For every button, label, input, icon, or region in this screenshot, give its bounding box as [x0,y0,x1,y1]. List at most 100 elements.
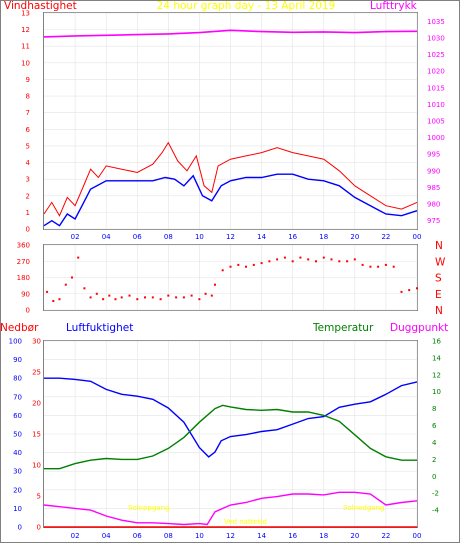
direction-point [204,292,207,295]
direction-point [252,263,255,266]
direction-point [144,296,146,299]
wind-tick-label: 11 [21,43,30,51]
direction-point [283,256,286,259]
rain-tick-label: 60 [13,412,22,420]
direction-point [377,265,380,268]
direction-point [58,298,61,301]
x-tick-label: 12 [226,532,235,540]
wind-direction-points [46,256,418,302]
x-tick-label: 08 [164,233,173,241]
temperature-tick-label: 14 [432,354,441,362]
wind-average-series [43,173,418,227]
humidity-tick-label: 20 [32,400,41,408]
direction-point [77,256,80,259]
dewpoint-series [43,491,418,526]
direction-point [83,287,86,290]
direction-point [369,265,372,268]
x-tick-label: 14 [257,233,266,241]
temperature-tick-label: 8 [432,405,436,413]
direction-point [237,263,240,266]
temperature-panel-grid [44,340,418,528]
direction-panel-grid [44,244,418,311]
direction-point [95,292,98,295]
direction-degree-ticks: 0 90 180 270 360 [17,242,30,315]
rain-tick-label: 70 [13,393,22,401]
x-tick-label: 04 [102,532,111,540]
wind-panel-grid [44,12,418,230]
x-tick-label: 02 [71,233,80,241]
humidity-label: Luftfuktighet [66,322,133,334]
direction-tick-label: 270 [17,258,30,266]
humidity-axis-ticks: 0 5 10 15 20 25 30 [32,338,41,532]
x-tick-label: 00 [413,233,422,241]
direction-point [299,256,302,259]
direction-point [408,289,411,292]
direction-point [245,265,247,268]
direction-point [229,265,232,268]
direction-tick-label: 360 [17,242,30,250]
pressure-tick-label: 975 [427,217,440,225]
direction-point [338,260,341,263]
direction-point [175,296,178,299]
x-tick-label: 18 [319,532,328,540]
pressure-tick-label: 995 [427,151,440,159]
direction-point [114,298,117,301]
wind-tick-label: 8 [26,93,30,101]
pressure-tick-label: 1015 [427,84,445,92]
temperature-label: Temperatur [312,322,374,334]
temperature-panel-x-ticks: 02 04 06 08 10 12 14 16 18 20 22 00 [71,532,422,540]
direction-tick-label: 0 [26,307,30,315]
direction-point [307,258,310,261]
wind-tick-label: 0 [26,226,30,234]
rain-tick-label: 10 [13,505,22,513]
pressure-tick-label: 1005 [427,118,445,126]
wind-axis-label: Vindhastighet [4,0,77,12]
direction-point [315,260,317,263]
x-tick-label: 06 [133,233,142,241]
direction-point [260,262,263,265]
direction-point [182,296,185,299]
direction-point [64,283,67,286]
direction-tick-label: 180 [17,274,30,282]
temperature-series [44,404,417,470]
pressure-tick-label: 1035 [427,18,445,26]
wind-tick-label: 12 [21,26,30,34]
pressure-tick-label: 980 [427,201,440,209]
direction-point [136,298,139,301]
rain-tick-label: 0 [18,524,22,532]
humidity-tick-label: 0 [37,524,41,532]
wind-tick-label: 4 [26,159,31,167]
humidity-tick-label: 15 [32,431,41,439]
compass-tick-label: N [435,240,443,252]
direction-point [159,298,162,301]
wind-tick-label: 3 [26,176,30,184]
wind-panel-x-ticks: 02 04 06 08 10 12 14 16 18 20 22 00 [71,233,422,241]
compass-tick-label: E [435,289,442,301]
direction-point [384,263,387,266]
humidity-tick-label: 25 [32,369,41,377]
rain-label: Nedbør [0,322,39,334]
x-tick-label: 20 [350,532,359,540]
night-annotation: Ved nattetid [224,518,267,526]
pressure-tick-label: 1025 [427,51,445,59]
rain-tick-label: 40 [13,449,22,457]
direction-point [276,258,279,261]
wind-tick-label: 10 [21,59,30,67]
chart-title: 24 hour graph day - 13 April 2019 [157,0,336,12]
direction-point [52,300,55,302]
rain-tick-label: 80 [13,375,22,383]
x-tick-label: 12 [226,233,235,241]
rain-tick-label: 100 [9,338,22,346]
x-tick-label: 08 [164,532,173,540]
pressure-tick-label: 1030 [427,34,445,42]
humidity-series [44,377,418,458]
sunrise-annotation: Soloppgang [128,504,169,512]
rain-tick-label: 20 [13,486,22,494]
direction-point [210,294,213,297]
temperature-tick-label: 0 [432,473,436,481]
humidity-tick-label: 10 [32,462,41,470]
compass-tick-label: W [435,256,446,268]
rain-tick-label: 90 [13,356,22,364]
